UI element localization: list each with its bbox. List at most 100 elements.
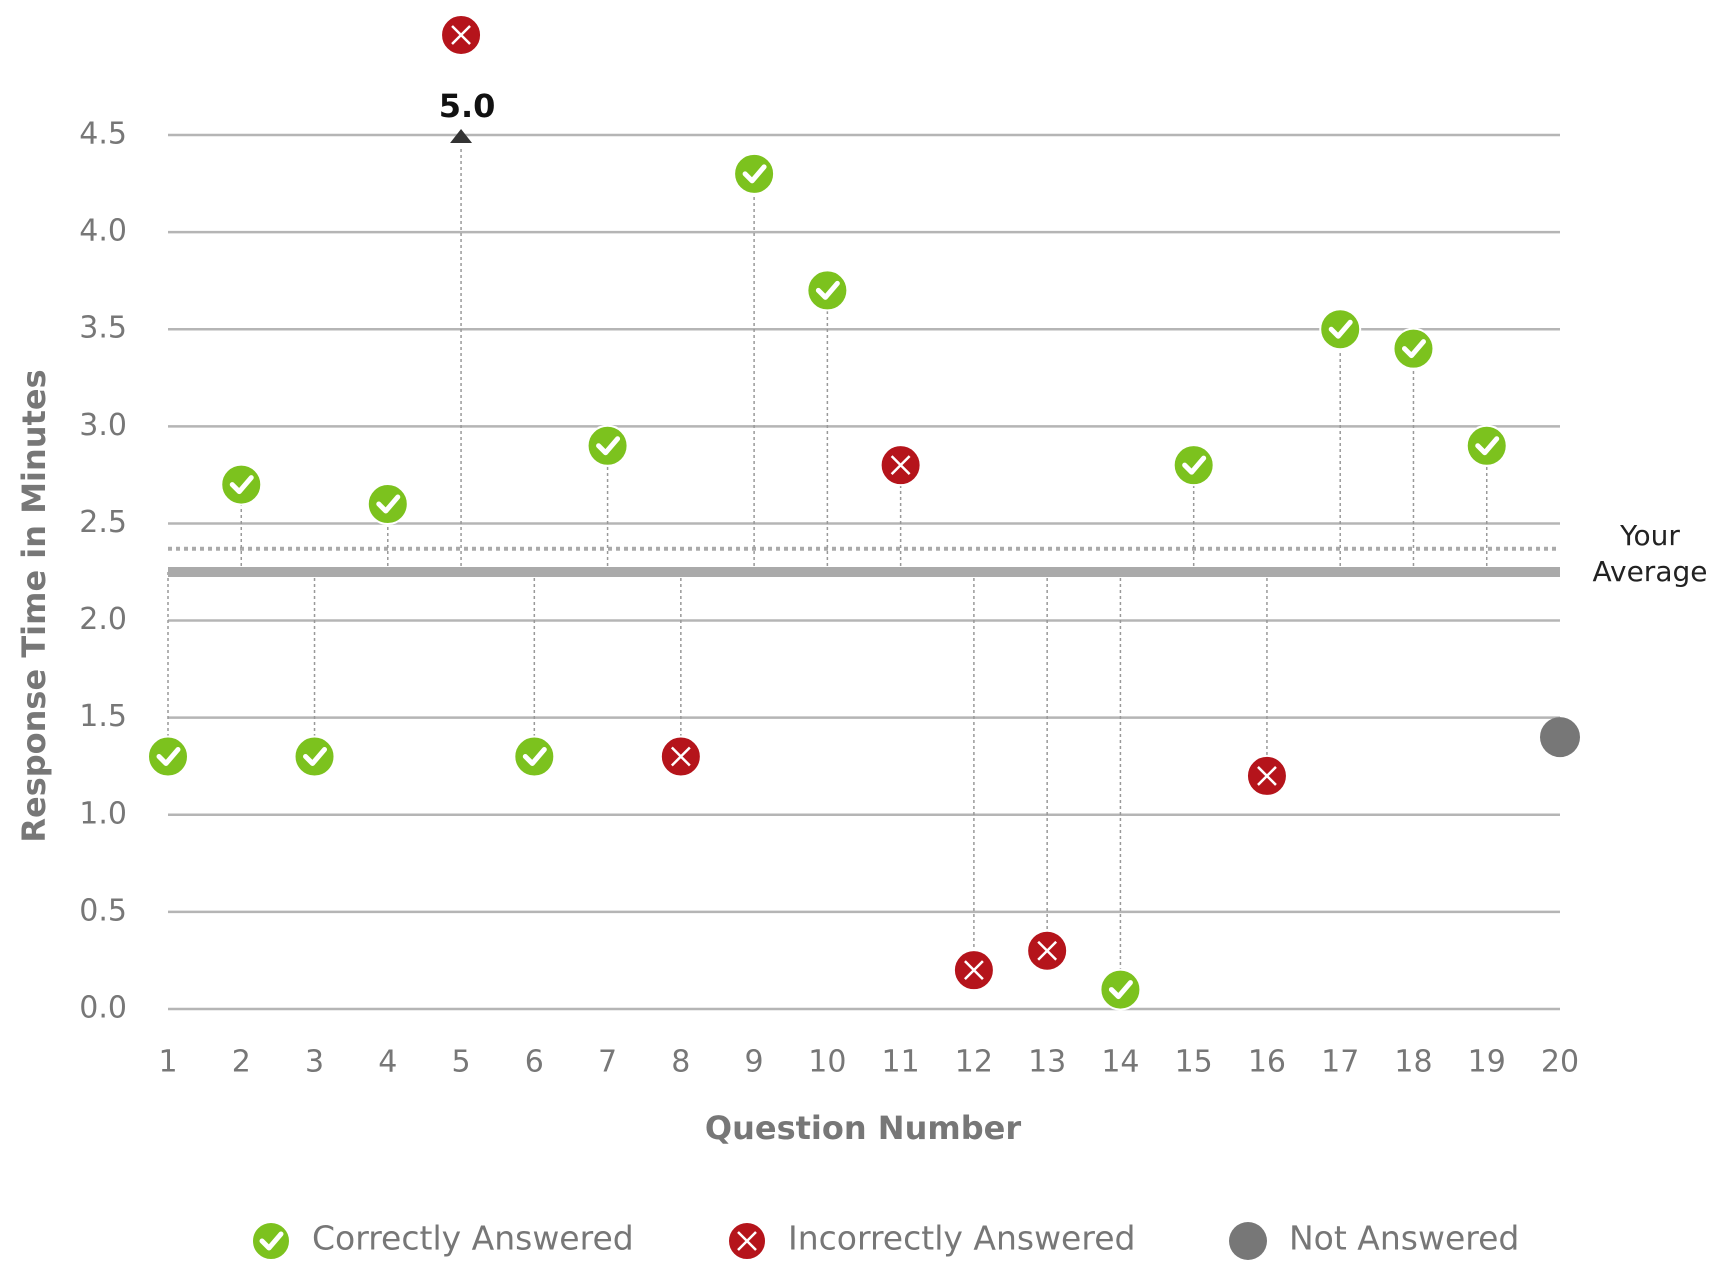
x-tick-label: 1 xyxy=(158,1045,177,1080)
y-tick-label: 1.5 xyxy=(79,699,127,734)
marker xyxy=(1245,754,1288,797)
y-axis-title: Response Time in Minutes xyxy=(15,369,53,842)
x-tick-label: 12 xyxy=(955,1045,993,1080)
marker-dot xyxy=(366,483,409,526)
cross-icon xyxy=(964,960,984,981)
check-icon xyxy=(259,1231,284,1251)
check-icon xyxy=(1475,436,1500,456)
x-tick-label: 9 xyxy=(745,1045,764,1080)
check-icon xyxy=(1108,980,1133,1000)
x-tick-label: 6 xyxy=(525,1045,544,1080)
marker xyxy=(1172,444,1215,487)
x-tick-label: 15 xyxy=(1175,1045,1213,1080)
check-icon xyxy=(156,747,181,767)
marker xyxy=(293,735,336,778)
legend-label: Correctly Answered xyxy=(312,1219,634,1258)
y-tick-label: 2.5 xyxy=(79,505,127,540)
y-tick-label: 4.5 xyxy=(79,117,127,152)
marker xyxy=(1319,308,1362,351)
marker-dot xyxy=(1319,308,1362,351)
x-tick-label: 18 xyxy=(1394,1045,1432,1080)
marker-dot xyxy=(513,735,556,778)
check-icon xyxy=(1328,319,1353,339)
x-tick-label: 17 xyxy=(1321,1045,1359,1080)
marker xyxy=(1540,717,1580,758)
marker xyxy=(659,735,702,778)
marker xyxy=(733,152,776,195)
marker xyxy=(440,14,483,56)
marker-dot xyxy=(220,463,263,506)
overflow-arrow xyxy=(450,129,473,143)
x-tick-label: 16 xyxy=(1248,1045,1286,1080)
marker xyxy=(513,735,556,778)
y-tick-label: 2.0 xyxy=(79,602,127,637)
x-tick-label: 4 xyxy=(378,1045,397,1080)
marker-dot xyxy=(1540,717,1580,758)
cross-icon xyxy=(890,455,911,476)
marker-dot xyxy=(1465,424,1508,467)
y-tick-label: 0.0 xyxy=(79,991,127,1026)
marker-dot xyxy=(1172,444,1215,487)
check-icon xyxy=(376,494,401,514)
cross-icon xyxy=(1257,766,1277,786)
marker-dot xyxy=(293,735,336,778)
x-tick-label: 14 xyxy=(1101,1045,1139,1080)
marker xyxy=(1099,968,1142,1011)
marker xyxy=(806,269,849,312)
marker xyxy=(1229,1222,1267,1260)
y-tick-label: 4.0 xyxy=(79,214,127,249)
marker-dot xyxy=(251,1221,291,1261)
x-tick-label: 8 xyxy=(671,1045,690,1080)
marker xyxy=(586,424,629,467)
marker xyxy=(879,444,922,487)
marker xyxy=(727,1221,767,1261)
y-tick-label: 3.0 xyxy=(79,408,127,443)
x-tick-label: 19 xyxy=(1468,1045,1506,1080)
x-tick-label: 5 xyxy=(452,1045,471,1080)
cross-icon xyxy=(1037,940,1058,961)
cross-icon xyxy=(670,746,691,767)
marker-dot xyxy=(1229,1222,1267,1260)
check-icon xyxy=(1401,339,1426,359)
legend-label: Incorrectly Answered xyxy=(788,1219,1135,1258)
marker xyxy=(1465,424,1508,467)
x-tick-label: 2 xyxy=(232,1045,251,1080)
marker-dot xyxy=(733,152,776,195)
legend-label: Not Answered xyxy=(1289,1219,1519,1258)
x-tick-label: 10 xyxy=(808,1045,846,1080)
x-tick-label: 3 xyxy=(305,1045,324,1080)
marker xyxy=(220,463,263,506)
y-tick-label: 3.5 xyxy=(79,311,127,346)
marker-dot xyxy=(147,735,189,778)
marker xyxy=(251,1221,291,1261)
x-tick-label: 13 xyxy=(1028,1045,1066,1080)
marker-dot xyxy=(1392,327,1435,370)
cross-icon xyxy=(451,25,471,45)
marker xyxy=(1392,327,1435,370)
marker-dot xyxy=(806,269,849,312)
check-icon xyxy=(815,280,840,300)
check-icon xyxy=(596,436,621,456)
check-icon xyxy=(742,164,767,184)
marker xyxy=(147,735,189,778)
marker-dot xyxy=(586,424,629,467)
x-tick-label: 11 xyxy=(882,1045,920,1080)
average-label: Your Average xyxy=(1592,519,1708,588)
marker xyxy=(952,949,995,992)
check-icon xyxy=(522,747,547,767)
x-tick-label: 7 xyxy=(598,1045,617,1080)
value-label: 5.0 xyxy=(439,87,496,125)
check-icon xyxy=(1182,455,1207,475)
y-tick-label: 0.5 xyxy=(79,893,127,928)
marker xyxy=(1026,929,1069,972)
x-tick-label: 20 xyxy=(1541,1045,1579,1080)
marker-dot xyxy=(1099,968,1142,1011)
check-icon xyxy=(303,747,328,767)
y-tick-label: 1.0 xyxy=(79,796,127,831)
marker xyxy=(366,483,409,526)
check-icon xyxy=(229,475,254,495)
x-axis-title: Question Number xyxy=(705,1109,1021,1147)
cross-icon xyxy=(737,1231,757,1251)
